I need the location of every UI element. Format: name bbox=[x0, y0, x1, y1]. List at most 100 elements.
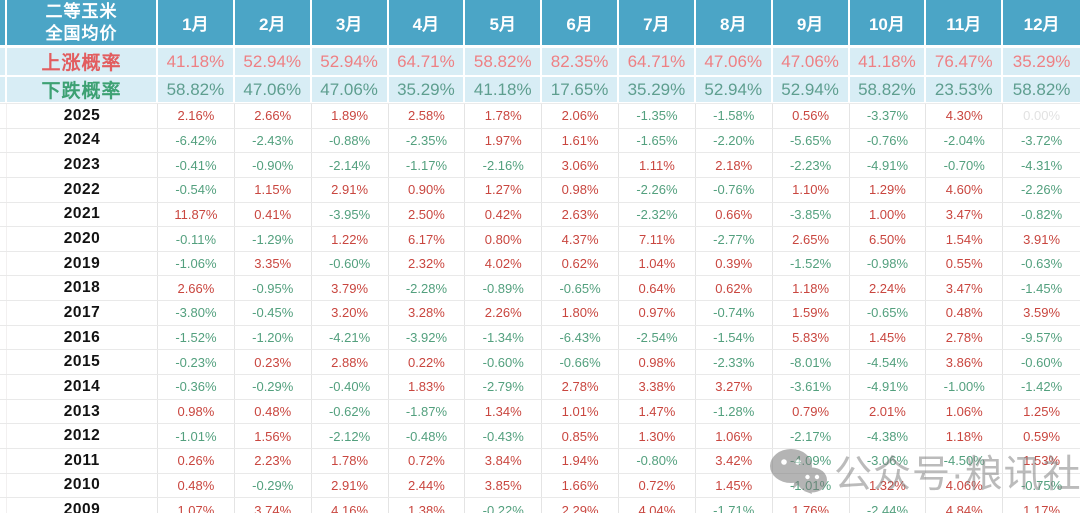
probability-value-cell: 58.82% bbox=[1003, 77, 1080, 102]
value-cell: 0.42% bbox=[465, 202, 543, 227]
value-cell: 0.00% bbox=[1023, 108, 1061, 124]
year-row: 2021 11.87% 0.41% -3.95% 2.50% 0.42% 2.63% -2.3… bbox=[0, 202, 1080, 228]
year-row: 2019 -1.06% 3.35% -0.60% 2.32% 4.02% 0.62% 1.04… bbox=[0, 251, 1080, 277]
month-header-cell: 4月 bbox=[388, 0, 466, 45]
month-header-cell: 10月 bbox=[849, 0, 927, 45]
value-cell: -0.65% bbox=[542, 276, 619, 301]
month-header-cell: 8月 bbox=[695, 0, 773, 45]
value-cell: 0.80% bbox=[465, 227, 543, 251]
value-cell: 1.97% bbox=[465, 128, 543, 153]
probability-value-cell: 35.29% bbox=[388, 77, 466, 102]
probability-value-cell: 23.53% bbox=[926, 77, 1004, 102]
year-label: 2015 bbox=[7, 350, 158, 375]
year-row: 2023 -0.41% -0.90% -2.14% -1.17% -2.16% 3.06% 1… bbox=[0, 153, 1080, 178]
value-cell: -1.01% bbox=[773, 473, 850, 498]
value-cell: 0.39% bbox=[696, 251, 773, 276]
probability-row-label: 下跌概率 bbox=[7, 77, 158, 102]
value-cell: 4.37% bbox=[542, 227, 619, 251]
year-row: 2022 -0.54% 1.15% 2.91% 0.90% 1.27% 0.98% -2.26… bbox=[0, 177, 1080, 203]
value-cell: 2.44% bbox=[389, 473, 466, 498]
value-cell: 2.50% bbox=[389, 202, 466, 227]
value-cell: 3.85% bbox=[465, 473, 543, 498]
value-cell: 1.61% bbox=[542, 128, 619, 153]
value-cell: -4.09% bbox=[773, 448, 850, 473]
value-cell: -9.57% bbox=[1020, 330, 1063, 346]
value-cell: 2.91% bbox=[312, 473, 389, 498]
probability-value-cell: 41.18% bbox=[158, 48, 235, 75]
value-cell: -0.60% bbox=[312, 251, 389, 276]
value-cell: 1.53% bbox=[1023, 453, 1061, 469]
value-cell: 1.78% bbox=[312, 448, 389, 473]
month-header-cell: 1月 bbox=[158, 0, 235, 45]
year-left-strip bbox=[0, 498, 7, 513]
value-cell: -4.21% bbox=[312, 325, 389, 350]
value-cell: 1.11% bbox=[619, 153, 696, 177]
probability-value-cell: 52.94% bbox=[695, 77, 773, 102]
value-cell: -4.50% bbox=[926, 448, 1004, 473]
value-cell: -0.82% bbox=[1020, 206, 1063, 222]
value-cell: -3.92% bbox=[389, 325, 466, 350]
year-left-strip bbox=[0, 424, 7, 448]
value-cell: 3.20% bbox=[312, 301, 389, 325]
value-cell: -3.85% bbox=[773, 202, 850, 227]
month-header-cell: 5月 bbox=[465, 0, 543, 45]
value-cell: -4.31% bbox=[1020, 157, 1063, 173]
value-cell: -1.35% bbox=[619, 104, 696, 128]
value-cell: 1.78% bbox=[465, 104, 543, 128]
probability-left-strip bbox=[0, 48, 7, 75]
probability-rows: 上涨概率 41.18% 52.94% 52.94% 64.71% 58.82% 82.35%… bbox=[0, 48, 1080, 102]
value-cell: 0.22% bbox=[389, 350, 466, 375]
month-header-cell: 11月 bbox=[926, 0, 1004, 45]
table-header-row: 二等玉米 全国均价 1月 2月 3月 4月 5月 6月 7月 8月 9月 10月 11月 12月 bbox=[0, 0, 1080, 45]
value-cell: 1.94% bbox=[542, 448, 619, 473]
value-cell: 0.55% bbox=[926, 251, 1004, 276]
value-cell: 2.24% bbox=[850, 276, 927, 301]
value-cell: -2.26% bbox=[619, 177, 696, 202]
probability-value-cell: 17.65% bbox=[542, 77, 619, 102]
value-cell: -0.74% bbox=[696, 301, 773, 325]
value-cell: 0.85% bbox=[542, 424, 619, 448]
value-cell: 1.59% bbox=[773, 301, 850, 325]
value-cell: -0.48% bbox=[389, 424, 466, 448]
probability-value-cell: 47.06% bbox=[772, 48, 850, 75]
value-cell: 5.83% bbox=[773, 325, 850, 350]
value-cell: -6.42% bbox=[158, 128, 235, 153]
year-left-strip bbox=[0, 128, 7, 153]
value-cell: -0.88% bbox=[312, 128, 389, 153]
value-cell: 1.25% bbox=[1023, 404, 1061, 419]
month-header-cell: 6月 bbox=[542, 0, 619, 45]
value-cell: -0.63% bbox=[1020, 256, 1063, 272]
year-left-strip bbox=[0, 153, 7, 177]
value-cell: 2.78% bbox=[542, 375, 619, 399]
value-cell: -0.45% bbox=[235, 301, 312, 325]
probability-value-cell: 64.71% bbox=[619, 48, 696, 75]
value-cell: -1.87% bbox=[389, 399, 466, 424]
value-cell: 2.18% bbox=[696, 153, 773, 177]
probability-value-cell: 82.35% bbox=[542, 48, 619, 75]
value-cell: -0.29% bbox=[235, 375, 312, 399]
value-cell: -0.95% bbox=[235, 276, 312, 301]
value-cell: -1.28% bbox=[696, 399, 773, 424]
value-cell: 1.76% bbox=[773, 498, 850, 513]
month-header-cell: 2月 bbox=[234, 0, 312, 45]
value-cell: -3.80% bbox=[158, 301, 235, 325]
month-header-cell: 7月 bbox=[619, 0, 696, 45]
value-cell: 1.83% bbox=[389, 375, 466, 399]
value-cell: -0.29% bbox=[235, 473, 312, 498]
year-label: 2014 bbox=[7, 375, 158, 399]
year-label: 2010 bbox=[7, 473, 158, 498]
year-left-strip bbox=[0, 301, 7, 325]
corner-header-line2: 全国均价 bbox=[45, 23, 118, 43]
value-cell: 1.00% bbox=[850, 202, 927, 227]
year-left-strip bbox=[0, 448, 7, 473]
value-cell: -1.06% bbox=[158, 251, 235, 276]
value-cell: 3.06% bbox=[542, 153, 619, 177]
value-cell: 1.30% bbox=[619, 424, 696, 448]
year-label: 2023 bbox=[7, 153, 158, 177]
month-header-cell: 3月 bbox=[311, 0, 389, 45]
value-cell: -0.90% bbox=[235, 153, 312, 177]
year-row: 2013 0.98% 0.48% -0.62% -1.87% 1.34% 1.01% 1.47… bbox=[0, 399, 1080, 425]
value-cell: 3.79% bbox=[312, 276, 389, 301]
value-cell: 2.06% bbox=[542, 104, 619, 128]
